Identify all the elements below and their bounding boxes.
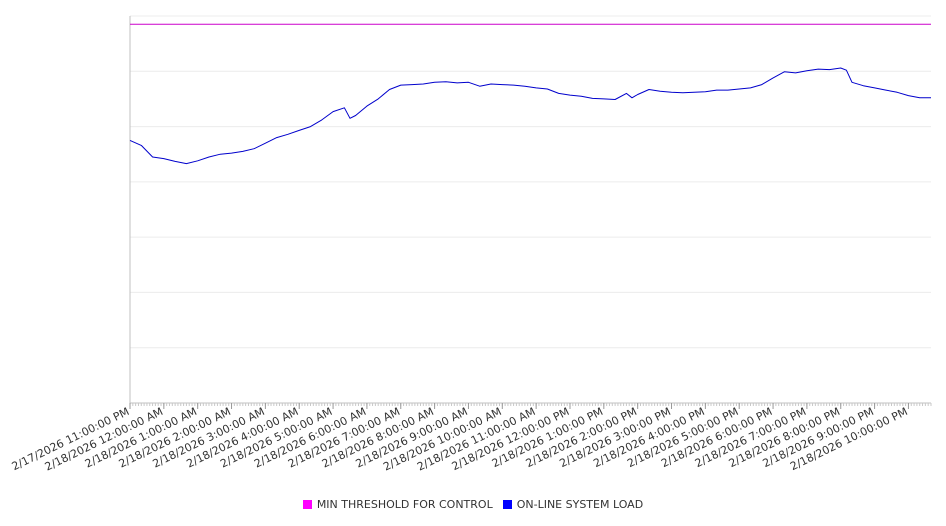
series-lines — [129, 23, 931, 165]
legend-swatch-threshold — [302, 500, 312, 509]
legend-item-threshold[interactable]: MIN THRESHOLD FOR CONTROL — [302, 498, 493, 511]
x-axis-ticks: 2/17/2026 11:00:00 PM2/18/2026 12:00:00 … — [10, 403, 932, 474]
legend-swatch-system-load — [502, 500, 512, 509]
legend-item-system-load[interactable]: ON-LINE SYSTEM LOAD — [502, 498, 644, 511]
legend-label-system-load: ON-LINE SYSTEM LOAD — [516, 498, 644, 511]
legend-label-threshold: MIN THRESHOLD FOR CONTROL — [316, 498, 493, 511]
gridlines — [130, 15, 931, 349]
series-line-system-load — [129, 67, 931, 165]
axes — [129, 16, 931, 404]
chart-legend: MIN THRESHOLD FOR CONTROL ON-LINE SYSTEM… — [0, 498, 946, 511]
